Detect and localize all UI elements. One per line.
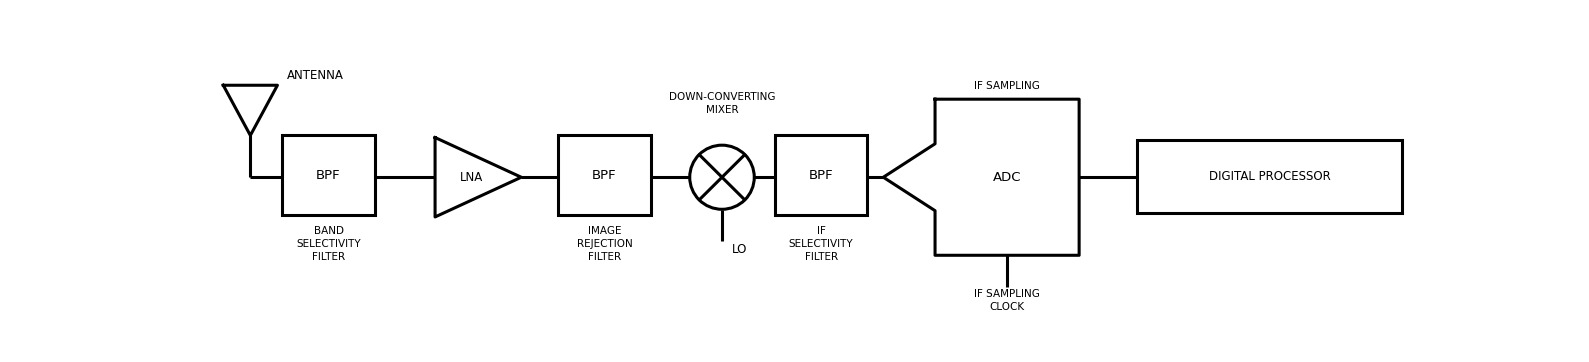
Bar — [558, 135, 650, 215]
Text: DIGITAL PROCESSOR: DIGITAL PROCESSOR — [1209, 170, 1330, 183]
Bar — [1138, 140, 1401, 214]
Text: IMAGE
REJECTION
FILTER: IMAGE REJECTION FILTER — [577, 226, 632, 262]
Text: DOWN-CONVERTING
MIXER: DOWN-CONVERTING MIXER — [669, 92, 775, 115]
Text: ANTENNA: ANTENNA — [288, 70, 345, 83]
Text: IF SAMPLING
CLOCK: IF SAMPLING CLOCK — [974, 289, 1041, 312]
Text: LO: LO — [733, 243, 747, 256]
Text: BAND
SELECTIVITY
FILTER: BAND SELECTIVITY FILTER — [296, 226, 361, 262]
Text: BPF: BPF — [316, 169, 342, 182]
Text: ADC: ADC — [993, 171, 1022, 184]
Text: BPF: BPF — [809, 169, 834, 182]
Text: LNA: LNA — [459, 171, 483, 184]
Text: IF
SELECTIVITY
FILTER: IF SELECTIVITY FILTER — [788, 226, 853, 262]
Text: IF SAMPLING: IF SAMPLING — [974, 81, 1041, 91]
Text: BPF: BPF — [593, 169, 617, 182]
Bar — [283, 135, 375, 215]
Bar — [775, 135, 868, 215]
